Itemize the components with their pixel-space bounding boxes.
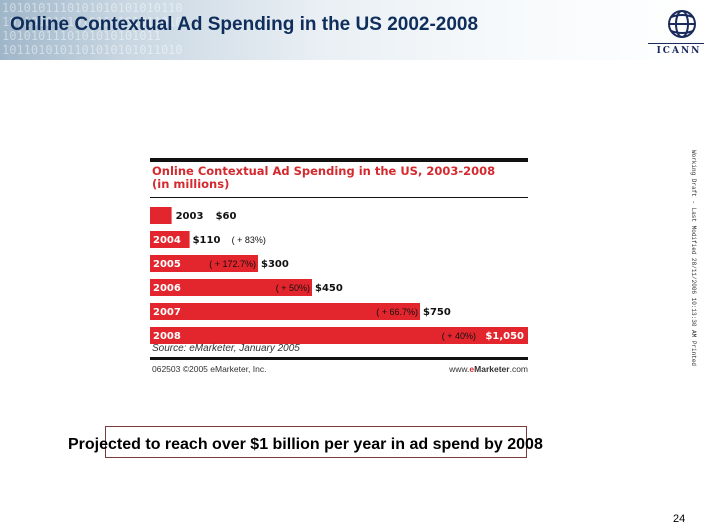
chart-website: www.eMarketer.com <box>449 364 528 374</box>
bar-chart: 2003 $60 2004 $110 ( + 83%) 2005 $300 ( + 172.7… <box>150 207 528 344</box>
chart-panel: Online Contextual Ad Spending in the US,… <box>148 158 530 384</box>
bar-2006 <box>150 279 312 296</box>
logo-divider <box>648 43 704 44</box>
growth-label: ( + 172.7%) <box>209 259 256 269</box>
draft-note: Working Draft - Last Modified 28/11/2006… <box>690 150 697 367</box>
growth-label: ( + 50%) <box>276 283 310 293</box>
header-band: 1010101110101010101010110 10110101010101… <box>0 0 706 60</box>
category-label: 2003 <box>176 211 204 222</box>
category-label: 2004 <box>153 235 181 246</box>
value-label: $60 <box>216 211 237 222</box>
caption-wrap: Projected to reach over $1 billion per y… <box>68 436 543 454</box>
bar-2004 <box>150 231 190 248</box>
page-number: 24 <box>673 513 686 525</box>
category-label: 2005 <box>153 259 181 270</box>
bar-2007 <box>150 303 420 320</box>
chart-copyright: 062503 ©2005 eMarketer, Inc. <box>152 364 267 374</box>
chart-title: Online Contextual Ad Spending in the US,… <box>152 165 528 191</box>
bar-2008 <box>150 327 528 344</box>
slide-title: Online Contextual Ad Spending in the US … <box>10 14 479 35</box>
growth-label: ( + 40%) <box>442 331 476 341</box>
chart-title-rule <box>150 197 528 198</box>
binary-decoration: 1010101110101010101011 <box>2 29 161 43</box>
chart-source: Source: eMarketer, January 2005 <box>152 343 300 354</box>
value-label: $300 <box>261 259 289 270</box>
category-label: 2008 <box>153 331 181 342</box>
globe-logo-icon <box>668 10 696 38</box>
growth-label: ( + 83%) <box>232 235 266 245</box>
website-marketer: Marketer <box>474 364 510 374</box>
logo-text: ICANN <box>656 46 702 56</box>
highlight-box <box>105 426 527 458</box>
chart-top-rule <box>150 158 528 162</box>
website-prefix: www. <box>449 364 470 374</box>
value-label: $110 <box>193 235 221 246</box>
category-label: 2007 <box>153 307 181 318</box>
website-e: e <box>469 364 475 374</box>
bar-2003 <box>150 207 172 224</box>
chart-subtitle: (in millions) <box>152 177 230 191</box>
slide-caption: Projected to reach over $1 billion per y… <box>68 436 543 453</box>
website-suffix: .com <box>509 364 528 374</box>
binary-decoration: 1011010101010110101011010 <box>2 15 183 29</box>
chart-bottom-rule <box>150 357 528 360</box>
category-label: 2006 <box>153 283 181 294</box>
binary-decoration: 1010101110101010101010110 <box>2 1 183 15</box>
growth-label: ( + 66.7%) <box>376 307 418 317</box>
chart-title-main: Online Contextual Ad Spending in the US,… <box>152 164 496 178</box>
binary-decoration: 1011010101101010101011010 <box>2 43 183 57</box>
value-label: $1,050 <box>485 331 524 342</box>
value-label: $450 <box>315 283 343 294</box>
value-label: $750 <box>423 307 451 318</box>
bar-2005 <box>150 255 258 272</box>
